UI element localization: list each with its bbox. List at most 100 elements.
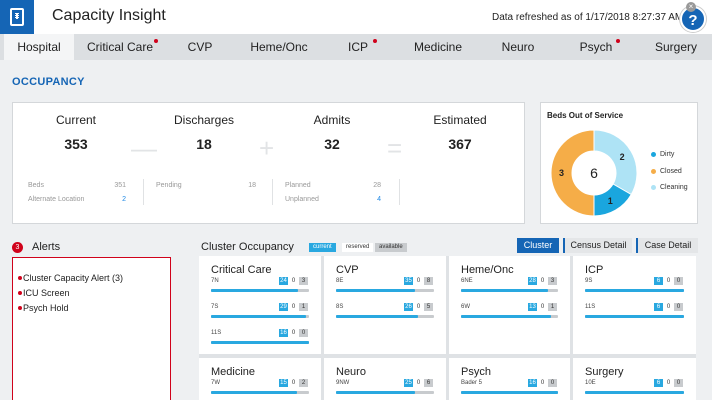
unit-occupancy-bar [461,315,551,318]
cluster-card-title: Critical Care [211,264,272,276]
unit-name: 9S [585,278,593,284]
unplanned-link[interactable]: 4 [377,196,381,203]
alert-item-icu-screen[interactable]: ICU Screen [18,288,70,298]
cluster-card-title: Surgery [585,366,624,378]
cluster-card-title: Neuro [336,366,366,378]
unit-available-count: 8 [424,277,433,285]
donut-slice-label: 1 [608,196,613,206]
alert-item-cluster-capacity[interactable]: Cluster Capacity Alert (3) [17,273,124,283]
unit-available-count: 2 [299,379,308,387]
cluster-card-psych[interactable]: Psych Bader 5 16 0 0 [449,358,570,400]
unit-available-count: 0 [548,379,557,387]
census-detail-button[interactable]: Census Detail [563,238,632,253]
cluster-card-surgery[interactable]: Surgery 10E 6 0 0 [573,358,696,400]
divider [399,179,400,205]
unit-available-count: 0 [674,277,683,285]
unit-reserved-count: 0 [289,303,298,311]
legend-available: available [375,243,407,252]
beds-out-donut-chart[interactable]: 2 1 3 6 [544,123,644,223]
unit-name: 8E [336,278,344,284]
unit-occupancy-bar [461,289,548,292]
unit-reserved-count: 0 [414,277,423,285]
unit-available-count: 3 [299,277,308,285]
unit-occupancy-bar [211,341,309,344]
unit-name: 11S [585,304,596,310]
tab-heme-onc[interactable]: Heme/Onc [245,34,313,60]
equals-icon: = [387,133,403,163]
unit-occupancy-bar [585,315,684,318]
case-detail-button[interactable]: Case Detail [636,238,698,253]
donut-total: 6 [590,165,598,181]
tab-psych[interactable]: Psych [576,34,620,60]
cluster-card-title: Heme/Onc [461,264,514,276]
cluster-card-heme-onc[interactable]: Heme/Onc 6NE 28 0 3 6W 13 0 1 [449,256,570,354]
donut-slice-label: 3 [559,168,564,178]
alternate-location-label: Alternate Location [28,196,85,203]
alert-dot-icon [616,39,620,43]
cluster-card-neuro[interactable]: Neuro 9NW 25 0 6 [324,358,446,400]
legend-reserved: reserved [342,243,374,252]
tab-hospital[interactable]: Hospital [4,34,74,60]
cluster-card-grid: Critical Care 7N 24 0 3 7S 29 0 1 11S 16 0 0 CVP 8E 35 0… [199,256,696,400]
legend-cleaning: Cleaning [651,184,688,191]
admits-label: Admits [313,113,351,127]
unit-name: 9NW [336,380,350,386]
unit-available-count: 3 [548,277,557,285]
dot-icon [651,151,656,157]
unit-current-count: 6 [654,303,663,311]
cluster-view-button[interactable]: Cluster [517,238,559,253]
cluster-card-medicine[interactable]: Medicine 7W 15 0 2 [199,358,321,400]
tab-bar: Hospital Critical Care CVP Heme/Onc ICP … [0,34,712,60]
tab-icp[interactable]: ICP [340,34,377,60]
pending-value: 18 [248,182,256,189]
unit-available-count: 0 [299,329,308,337]
alerts-list: Cluster Capacity Alert (3) ICU Screen Ps… [12,257,171,400]
alert-item-psych-hold[interactable]: Psych Hold [18,303,69,313]
unit-name: 10E [585,380,596,386]
alert-dot-icon [154,39,158,43]
unit-current-count: 28 [528,277,537,285]
alerts-count-badge: 3 [12,242,23,253]
unit-reserved-count: 0 [414,379,423,387]
cluster-card-cvp[interactable]: CVP 8E 35 0 8 8S 26 0 5 [324,256,446,354]
tab-neuro[interactable]: Neuro [496,34,540,60]
unit-current-count: 25 [404,379,413,387]
unplanned-label: Unplanned [285,196,319,203]
unit-reserved-count: 0 [664,303,673,311]
estimated-label: Estimated [433,113,487,127]
unit-current-count: 29 [279,303,288,311]
alert-dot-icon [373,39,377,43]
discharges-value: 18 [196,136,212,152]
unit-name: 7S [211,304,219,310]
plus-icon: + [259,133,275,163]
cluster-card-icp[interactable]: ICP 9S 6 0 0 11S 6 0 0 [573,256,696,354]
minus-icon: — [131,133,157,163]
donut-slice-cleaning[interactable] [593,129,638,196]
dot-icon [651,168,656,174]
beds-value: 351 [114,182,126,189]
cluster-card-critical-care[interactable]: Critical Care 7N 24 0 3 7S 29 0 1 11S 16 0 0 [199,256,321,354]
tab-label: Psych [579,40,613,54]
unit-occupancy-bar [336,315,418,318]
alternate-location-link[interactable]: 2 [122,196,126,203]
admits-value: 32 [324,136,340,152]
unit-reserved-count: 0 [664,277,673,285]
unit-reserved-count: 0 [538,303,547,311]
current-label: Current [55,113,96,127]
unit-current-count: 16 [528,379,537,387]
beds-out-title: Beds Out of Service [547,111,624,120]
unit-reserved-count: 0 [289,277,298,285]
unit-available-count: 1 [299,303,308,311]
tab-medicine[interactable]: Medicine [408,34,468,60]
tab-label: CVP [187,40,213,54]
tab-cvp[interactable]: CVP [180,34,220,60]
alerts-heading: Alerts [32,241,61,253]
tab-surgery[interactable]: Surgery [648,34,704,60]
tab-critical-care[interactable]: Critical Care [80,34,160,60]
donut-slice-closed[interactable] [550,129,595,217]
unit-occupancy-bar [336,289,415,292]
close-icon[interactable]: × [686,2,696,12]
unit-occupancy-bar [211,289,298,292]
unit-available-count: 5 [424,303,433,311]
tab-label: Critical Care [86,40,153,54]
